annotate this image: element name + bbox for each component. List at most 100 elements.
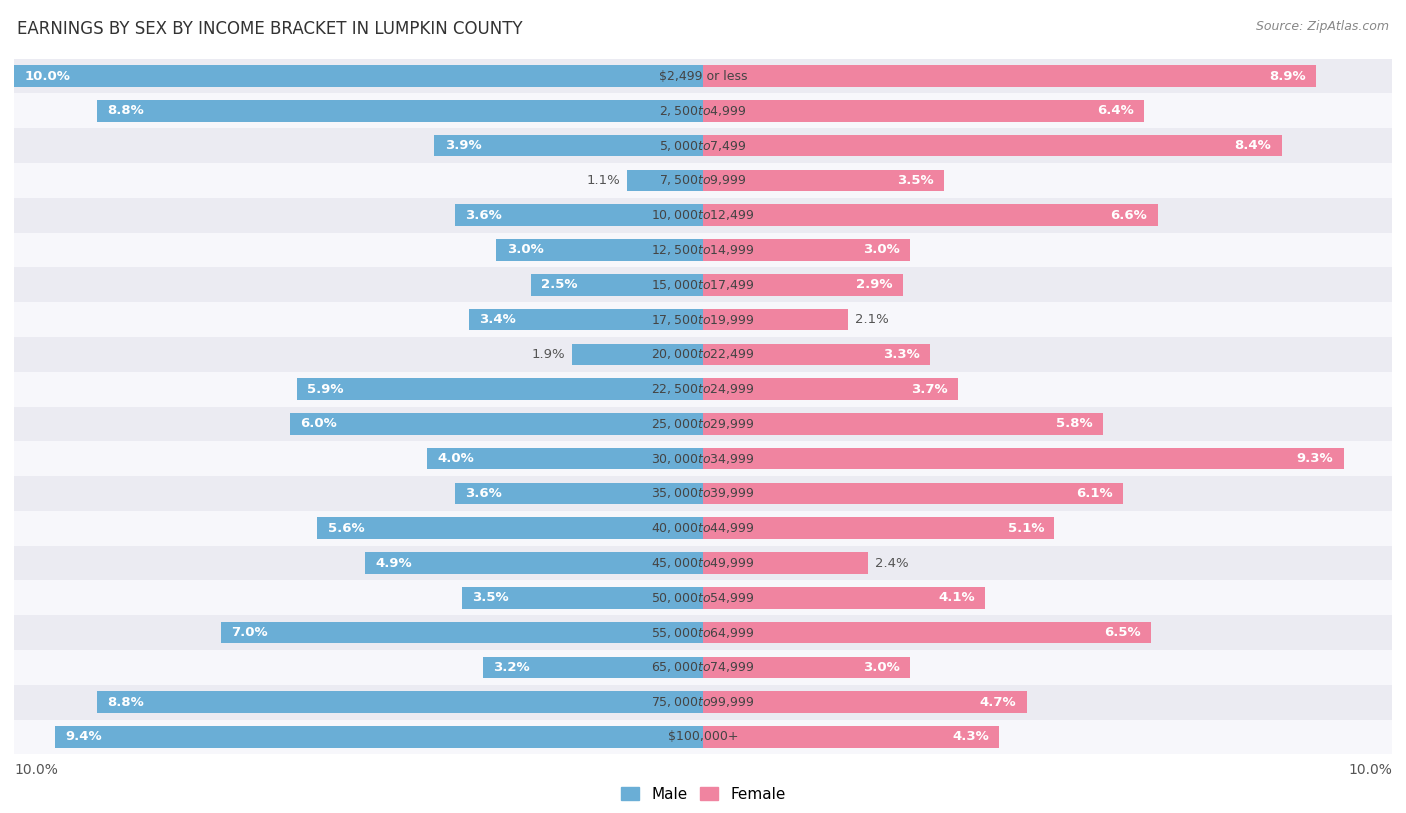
Text: 9.4%: 9.4%: [66, 730, 103, 743]
Bar: [97, 691, 703, 713]
Text: 8.9%: 8.9%: [1270, 70, 1306, 83]
Text: 3.4%: 3.4%: [479, 313, 516, 326]
Bar: [14, 59, 1392, 93]
Text: $35,000 to $39,999: $35,000 to $39,999: [651, 486, 755, 501]
Bar: [703, 65, 1316, 87]
Bar: [14, 685, 1392, 720]
Bar: [14, 233, 1392, 267]
Bar: [14, 406, 1392, 441]
Bar: [14, 65, 703, 87]
Text: $2,500 to $4,999: $2,500 to $4,999: [659, 104, 747, 118]
Bar: [703, 587, 986, 609]
Text: $7,500 to $9,999: $7,500 to $9,999: [659, 173, 747, 188]
Bar: [572, 344, 703, 365]
Bar: [14, 650, 1392, 685]
Bar: [703, 378, 957, 400]
Text: $100,000+: $100,000+: [668, 730, 738, 743]
Text: 6.1%: 6.1%: [1077, 487, 1114, 500]
Bar: [703, 483, 1123, 504]
Text: 2.4%: 2.4%: [875, 557, 908, 570]
Bar: [703, 100, 1144, 122]
Text: 6.6%: 6.6%: [1111, 209, 1147, 222]
Text: 3.7%: 3.7%: [911, 383, 948, 396]
Bar: [318, 517, 703, 539]
Bar: [297, 378, 703, 400]
Text: 8.8%: 8.8%: [107, 696, 143, 709]
Bar: [703, 309, 848, 330]
Bar: [531, 274, 703, 296]
Bar: [427, 448, 703, 469]
Bar: [703, 448, 1344, 469]
Text: 5.6%: 5.6%: [328, 522, 364, 535]
Bar: [703, 135, 1282, 156]
Text: 1.1%: 1.1%: [586, 174, 620, 187]
Text: $15,000 to $17,499: $15,000 to $17,499: [651, 278, 755, 292]
Text: 2.1%: 2.1%: [855, 313, 889, 326]
Text: 5.8%: 5.8%: [1056, 417, 1092, 430]
Text: $55,000 to $64,999: $55,000 to $64,999: [651, 625, 755, 640]
Bar: [366, 552, 703, 574]
Bar: [14, 267, 1392, 302]
Bar: [703, 239, 910, 261]
Bar: [14, 302, 1392, 337]
Bar: [290, 413, 703, 435]
Text: $12,500 to $14,999: $12,500 to $14,999: [651, 243, 755, 257]
Text: 6.4%: 6.4%: [1097, 104, 1133, 117]
Bar: [14, 580, 1392, 615]
Bar: [14, 337, 1392, 372]
Text: $65,000 to $74,999: $65,000 to $74,999: [651, 660, 755, 675]
Bar: [703, 170, 945, 191]
Bar: [14, 615, 1392, 650]
Bar: [468, 309, 703, 330]
Text: 6.0%: 6.0%: [299, 417, 336, 430]
Bar: [461, 587, 703, 609]
Text: 4.7%: 4.7%: [980, 696, 1017, 709]
Text: $22,500 to $24,999: $22,500 to $24,999: [651, 382, 755, 396]
Bar: [221, 622, 703, 643]
Text: 5.1%: 5.1%: [1008, 522, 1045, 535]
Text: 3.9%: 3.9%: [444, 139, 481, 152]
Bar: [14, 511, 1392, 546]
Text: $45,000 to $49,999: $45,000 to $49,999: [651, 556, 755, 570]
Bar: [456, 483, 703, 504]
Text: $5,000 to $7,499: $5,000 to $7,499: [659, 138, 747, 153]
Text: 6.5%: 6.5%: [1104, 626, 1140, 639]
Bar: [703, 204, 1157, 226]
Text: 2.5%: 2.5%: [541, 278, 578, 291]
Text: EARNINGS BY SEX BY INCOME BRACKET IN LUMPKIN COUNTY: EARNINGS BY SEX BY INCOME BRACKET IN LUM…: [17, 20, 523, 38]
Text: $30,000 to $34,999: $30,000 to $34,999: [651, 452, 755, 466]
Text: 4.0%: 4.0%: [437, 452, 474, 465]
Text: 2.9%: 2.9%: [856, 278, 893, 291]
Bar: [434, 135, 703, 156]
Text: 3.3%: 3.3%: [883, 348, 920, 361]
Text: 3.5%: 3.5%: [472, 591, 509, 604]
Bar: [703, 691, 1026, 713]
Bar: [456, 204, 703, 226]
Bar: [703, 274, 903, 296]
Bar: [703, 413, 1102, 435]
Text: 3.0%: 3.0%: [863, 243, 900, 256]
Bar: [703, 726, 1000, 748]
Text: $75,000 to $99,999: $75,000 to $99,999: [651, 695, 755, 709]
Text: 5.9%: 5.9%: [307, 383, 343, 396]
Bar: [627, 170, 703, 191]
Text: $17,500 to $19,999: $17,500 to $19,999: [651, 312, 755, 327]
Text: 8.4%: 8.4%: [1234, 139, 1271, 152]
Bar: [14, 128, 1392, 163]
Text: 4.3%: 4.3%: [952, 730, 988, 743]
Text: Source: ZipAtlas.com: Source: ZipAtlas.com: [1256, 20, 1389, 33]
Bar: [14, 163, 1392, 198]
Bar: [97, 100, 703, 122]
Bar: [496, 239, 703, 261]
Text: 7.0%: 7.0%: [231, 626, 267, 639]
Text: 8.8%: 8.8%: [107, 104, 143, 117]
Bar: [14, 720, 1392, 754]
Text: 3.6%: 3.6%: [465, 487, 502, 500]
Text: 3.2%: 3.2%: [494, 661, 530, 674]
Text: 9.3%: 9.3%: [1296, 452, 1333, 465]
Text: $25,000 to $29,999: $25,000 to $29,999: [651, 417, 755, 431]
Text: 4.1%: 4.1%: [939, 591, 976, 604]
Text: 10.0%: 10.0%: [14, 763, 58, 777]
Bar: [703, 657, 910, 678]
Text: 3.6%: 3.6%: [465, 209, 502, 222]
